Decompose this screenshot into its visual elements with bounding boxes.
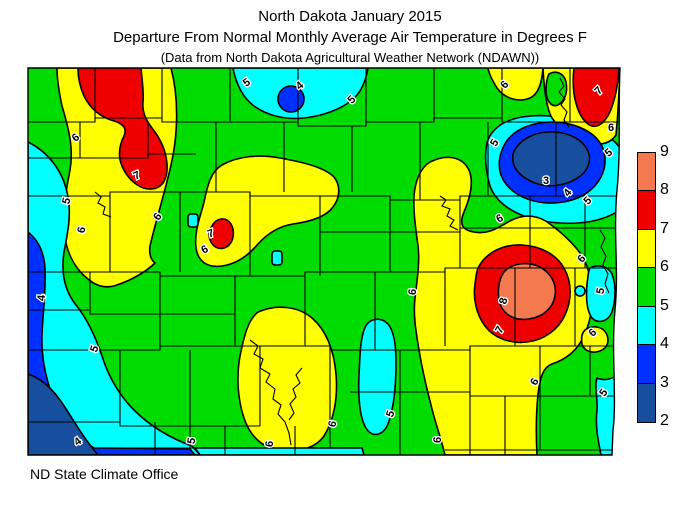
legend-band	[638, 268, 655, 307]
contour-label: 5	[185, 437, 198, 445]
contour-region-cyan-east-dot	[574, 285, 586, 297]
contour-region-cyan-tall-oval	[357, 318, 397, 436]
contour-label: 5	[594, 287, 607, 295]
legend-tick-label: 7	[660, 219, 669, 237]
contour-label: 6	[264, 440, 276, 447]
colorbar-legend: 9 8 7 6 5 4 3 2	[637, 144, 697, 429]
contour-label: 3	[543, 175, 549, 187]
state-border	[27, 67, 621, 456]
contour-label: 6	[326, 419, 339, 428]
contour-label: 8	[497, 296, 510, 305]
legend-tick-label: 8	[660, 181, 669, 199]
contour-region-darkblue-sw-corner	[28, 373, 99, 455]
contour-label: 4	[36, 294, 49, 302]
contour-region-cyan-bottom-sliver	[194, 447, 365, 455]
legend-band	[638, 153, 655, 192]
contour-region-cyan-west-band	[28, 141, 201, 455]
contour-region-yellow-south-central	[237, 306, 338, 452]
contour-label: 6	[407, 288, 419, 295]
county-boundaries	[28, 68, 620, 455]
legend-tick-label: 4	[660, 335, 669, 353]
data-source-note: (Data from North Dakota Agricultural Wea…	[160, 50, 540, 65]
contour-region-red-ne-wedge	[572, 68, 620, 128]
contour-region-red-nw	[77, 68, 168, 190]
legend-tick-label: 6	[660, 258, 669, 276]
legend-tick-label: 5	[660, 296, 669, 314]
river-boundaries	[94, 77, 610, 446]
contour-region-darkblue-ne-core	[511, 131, 591, 187]
contour-region-cyan-east-edge	[585, 265, 616, 323]
map-title: North Dakota January 2015	[258, 8, 442, 25]
legend-band	[638, 383, 655, 422]
legend-tick-label: 2	[660, 412, 669, 429]
contour-region-orange-core	[497, 262, 557, 321]
contour-fills	[28, 68, 620, 455]
legend-band	[638, 229, 655, 269]
credit-text: ND State Climate Office	[30, 466, 179, 482]
legend-band	[638, 191, 655, 230]
map-subtitle: Departure From Normal Monthly Average Ai…	[113, 29, 587, 46]
colorbar	[637, 152, 656, 423]
contour-label: 6	[432, 436, 444, 443]
contour-region-red-dot	[208, 218, 235, 250]
contour-label: 6	[75, 226, 88, 234]
legend-band	[638, 306, 655, 346]
contour-label: 6	[608, 122, 614, 134]
contour-label: 5	[60, 196, 73, 205]
contour-region-cyan-tiny-2	[271, 250, 283, 266]
legend-band	[638, 345, 655, 384]
legend-tick-label: 3	[660, 373, 669, 391]
title-block: North Dakota January 2015 Departure From…	[15, 6, 685, 67]
contour-region-cyan-tiny-1	[187, 213, 199, 228]
legend-tick-label: 9	[660, 143, 669, 160]
